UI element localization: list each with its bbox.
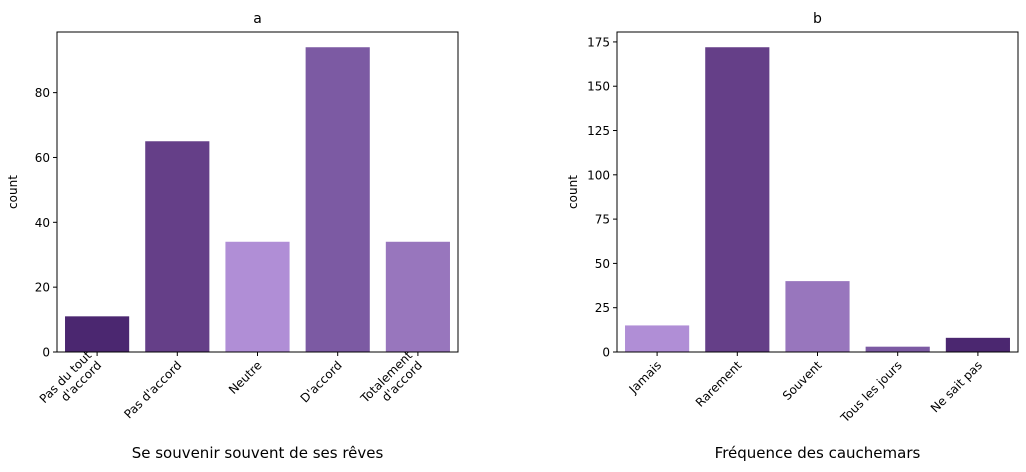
bar bbox=[145, 141, 210, 352]
y-tick-label: 175 bbox=[587, 35, 610, 49]
bar bbox=[385, 241, 450, 352]
chart-b: 0 25 50 75 100 125 150 175 Jamais Rarement Souvent… bbox=[566, 11, 1019, 462]
y-tick-label: 0 bbox=[42, 346, 50, 360]
y-axis-label: count bbox=[566, 175, 580, 209]
x-tick-label-line: Ne sait pas bbox=[928, 358, 985, 415]
bar bbox=[625, 325, 690, 352]
y-tick-label: 20 bbox=[35, 281, 50, 295]
y-tick-label: 60 bbox=[35, 151, 50, 165]
x-tick-label-line: Souvent bbox=[780, 358, 825, 403]
x-tick-label: Neutre bbox=[226, 358, 265, 397]
bar bbox=[225, 241, 290, 352]
x-axis-label: Se souvenir souvent de ses rêves bbox=[132, 444, 384, 462]
chart-title: a bbox=[253, 11, 262, 27]
y-tick-label: 150 bbox=[587, 80, 610, 94]
x-tick-label-line: Tous les jours bbox=[837, 358, 905, 426]
bar bbox=[865, 346, 930, 352]
x-tick-label-line: Neutre bbox=[226, 358, 265, 397]
x-tick-label-line: Pas d'accord bbox=[121, 358, 184, 421]
x-tick-label: Tous les jours bbox=[837, 358, 905, 426]
x-tick-label: Totalementd'accord bbox=[357, 348, 425, 416]
x-tick-label: Rarement bbox=[693, 358, 745, 410]
y-tick-label: 50 bbox=[595, 257, 610, 271]
bar bbox=[945, 337, 1010, 352]
y-tick-label: 40 bbox=[35, 216, 50, 230]
y-tick-label: 75 bbox=[595, 213, 610, 227]
x-tick-label: Pas d'accord bbox=[121, 358, 184, 421]
x-tick-label: D'accord bbox=[298, 358, 345, 405]
y-tick-label: 100 bbox=[587, 168, 610, 182]
x-tick-label: Souvent bbox=[780, 358, 825, 403]
bar bbox=[785, 281, 850, 352]
x-tick-label-line: Rarement bbox=[693, 358, 745, 410]
x-tick-label-line: D'accord bbox=[298, 358, 345, 405]
y-tick-label: 0 bbox=[602, 346, 610, 360]
bar bbox=[65, 316, 130, 352]
x-tick-label-line: Jamais bbox=[626, 358, 665, 397]
y-tick-label: 25 bbox=[595, 301, 610, 315]
x-tick-label: Ne sait pas bbox=[928, 358, 985, 415]
y-tick-label: 125 bbox=[587, 124, 610, 138]
bar bbox=[705, 47, 770, 352]
chart-title: b bbox=[813, 11, 822, 27]
bar bbox=[305, 47, 370, 352]
y-tick-label: 80 bbox=[35, 86, 50, 100]
y-axis-label: count bbox=[6, 175, 20, 209]
x-axis-label: Fréquence des cauchemars bbox=[715, 444, 921, 462]
x-tick-label: Jamais bbox=[626, 358, 665, 397]
